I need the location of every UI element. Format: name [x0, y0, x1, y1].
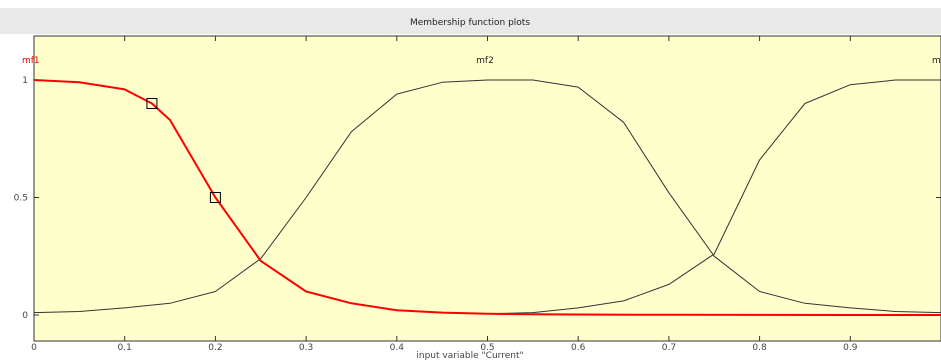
x-tick-label-4: 0.4 [390, 343, 405, 353]
mf3-curve[interactable] [487, 79, 941, 315]
mf1-label[interactable]: mf1 [22, 56, 40, 66]
selected-handles [146, 98, 221, 203]
y-tick-label-1: 0.5 [14, 194, 28, 204]
x-tick-label-3: 0.3 [299, 343, 313, 353]
y-tick-label-0: 0 [22, 311, 28, 321]
mf2-label[interactable]: mf2 [476, 56, 494, 66]
chart-title: Membership function plots [410, 18, 530, 28]
mf1-handle-0[interactable] [146, 98, 158, 109]
mf3-label[interactable]: m [932, 56, 941, 66]
x-tick-label-2: 0.2 [208, 343, 222, 353]
x-tick-label-5: 0.5 [480, 343, 494, 353]
axes: 0 0.1 0.2 0.3 0.4 0.5 0.6 0.7 0.8 0.9 0 0.5 1 [14, 36, 941, 353]
mf2-curve[interactable] [33, 79, 941, 314]
x-tick-label-9: 0.9 [843, 343, 858, 353]
x-tick-label-1: 0.1 [118, 343, 132, 353]
x-axis-label: input variable "Current" [416, 351, 523, 361]
plot-area[interactable] [33, 35, 941, 342]
title-band [0, 8, 941, 34]
x-tick-label-8: 0.8 [752, 343, 767, 353]
x-tick-label-0: 0 [31, 343, 37, 353]
mf1-handle-1[interactable] [209, 192, 221, 203]
curve-labels: mf2 m mf1 [22, 56, 941, 66]
x-tick-label-6: 0.6 [571, 343, 586, 353]
y-tick-label-2: 1 [22, 76, 28, 86]
x-tick-label-7: 0.7 [662, 343, 676, 353]
